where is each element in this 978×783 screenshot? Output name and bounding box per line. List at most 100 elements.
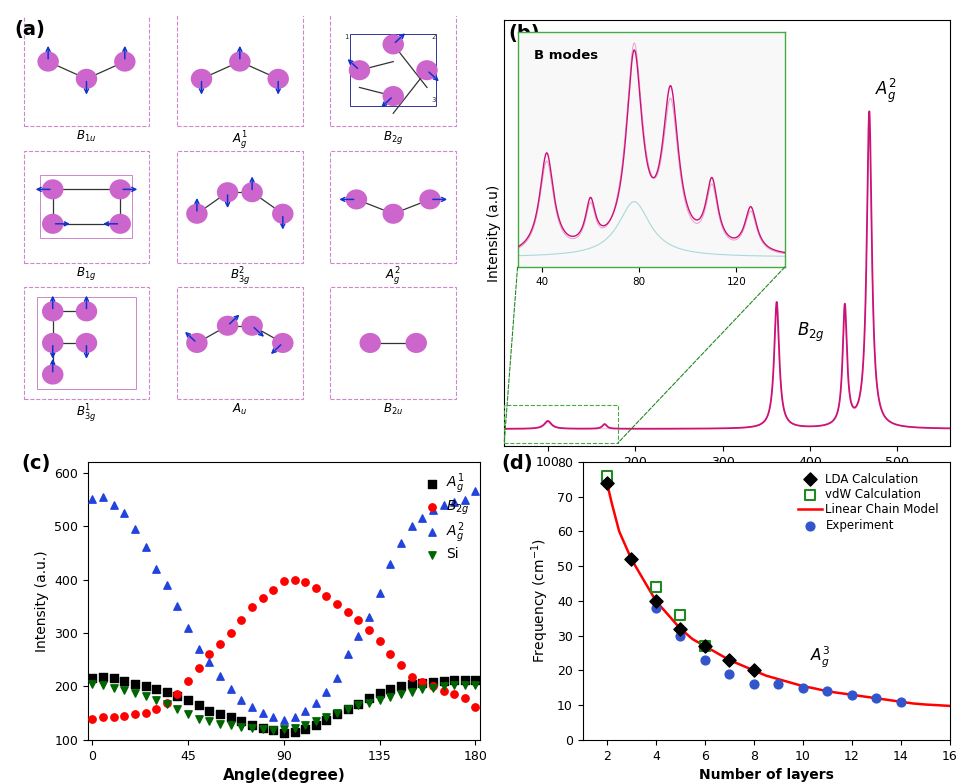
- Si: [84, 677, 100, 690]
- $A_g^1$: [138, 680, 154, 693]
- $A_g^2$: [435, 499, 451, 511]
- $A_g^2$: [116, 507, 132, 519]
- $B_{2g}$: [95, 711, 111, 723]
- Experiment: [745, 678, 761, 691]
- $B_{2g}$: [372, 635, 387, 648]
- $A_g^2$: [372, 586, 387, 599]
- Si: [158, 698, 174, 710]
- Si: [116, 684, 132, 697]
- Circle shape: [75, 333, 97, 353]
- LDA Calculation: [623, 553, 639, 565]
- Text: $A_g^2$: $A_g^2$: [385, 265, 401, 287]
- Circle shape: [42, 333, 64, 353]
- $A_g^1$: [414, 677, 429, 689]
- $A_g^2$: [149, 563, 164, 576]
- Bar: [330, 14, 456, 126]
- $A_g^2$: [339, 648, 355, 661]
- $A_g^1$: [169, 690, 185, 702]
- Si: [350, 699, 366, 712]
- X-axis label: Number of layers: Number of layers: [698, 768, 832, 782]
- Text: $B_{2g}$: $B_{2g}$: [382, 129, 403, 146]
- Circle shape: [382, 34, 404, 54]
- $A_g^2$: [329, 672, 344, 684]
- LDA Calculation: [672, 622, 688, 635]
- $A_g^2$: [318, 686, 333, 698]
- Si: [372, 694, 387, 706]
- Text: $B_{3g}^2$: $B_{3g}^2$: [230, 265, 249, 287]
- $B_{2g}$: [212, 637, 228, 650]
- $A_g^1$: [106, 672, 121, 684]
- Si: [287, 722, 302, 734]
- $B_{2g}$: [138, 707, 154, 720]
- Bar: [23, 14, 150, 126]
- $A_g^1$: [127, 677, 143, 690]
- Experiment: [696, 654, 712, 666]
- Legend: $A_g^1$, $B_{2g}$, $A_g^2$, Si: $A_g^1$, $B_{2g}$, $A_g^2$, Si: [419, 469, 472, 564]
- $A_g^1$: [116, 675, 132, 687]
- $B_{2g}$: [435, 684, 451, 697]
- $A_g^2$: [287, 711, 302, 723]
- $B_{2g}$: [244, 601, 259, 614]
- $A_g^1$: [339, 702, 355, 715]
- Circle shape: [42, 179, 64, 200]
- Legend: LDA Calculation, vdW Calculation, Linear Chain Model, Experiment: LDA Calculation, vdW Calculation, Linear…: [793, 468, 943, 536]
- Circle shape: [229, 52, 250, 71]
- Circle shape: [216, 316, 238, 336]
- $A_g^1$: [424, 676, 440, 688]
- $B_{2g}$: [201, 648, 217, 661]
- $A_g^1$: [234, 715, 249, 727]
- $B_{2g}$: [414, 676, 429, 688]
- Text: 3: 3: [431, 97, 435, 103]
- $A_g^2$: [361, 611, 377, 623]
- Circle shape: [191, 69, 212, 88]
- $A_g^2$: [180, 622, 196, 634]
- $A_g^2$: [467, 485, 483, 498]
- $B_{2g}$: [329, 597, 344, 610]
- $A_g^1$: [84, 672, 100, 684]
- $A_g^2$: [95, 490, 111, 503]
- Si: [138, 690, 154, 702]
- $A_g^2$: [244, 701, 259, 713]
- $A_g^1$: [201, 704, 217, 716]
- $A_g^1$: [180, 694, 196, 706]
- Circle shape: [382, 86, 404, 106]
- Si: [244, 722, 259, 734]
- Y-axis label: Intensity (a.u): Intensity (a.u): [487, 184, 501, 282]
- $A_g^2$: [158, 579, 174, 591]
- $B_{2g}$: [350, 613, 366, 626]
- $B_{2g}$: [116, 709, 132, 722]
- Experiment: [770, 678, 785, 691]
- Si: [265, 724, 281, 737]
- Bar: [177, 150, 302, 262]
- $A_g^1$: [276, 727, 291, 739]
- Bar: [40, 175, 132, 238]
- $A_g^1$: [265, 724, 281, 737]
- Circle shape: [186, 333, 207, 353]
- Si: [435, 680, 451, 693]
- Si: [276, 723, 291, 735]
- $A_g^1$: [297, 723, 313, 735]
- Si: [201, 715, 217, 727]
- $A_g^1$: [446, 674, 462, 687]
- Text: $B_{1u}$: $B_{1u}$: [76, 129, 97, 144]
- Text: $A_g^1$: $A_g^1$: [752, 238, 775, 267]
- $A_g^1$: [95, 671, 111, 684]
- $A_g^2$: [234, 694, 249, 706]
- Bar: [330, 150, 456, 262]
- Si: [95, 679, 111, 691]
- $B_{2g}$: [446, 688, 462, 701]
- $A_g^1$: [149, 683, 164, 695]
- Circle shape: [242, 316, 262, 336]
- $B_{2g}$: [318, 590, 333, 602]
- Text: $A_u$: $A_u$: [232, 402, 247, 417]
- Bar: [177, 287, 302, 399]
- $A_g^1$: [329, 708, 344, 720]
- $A_g^1$: [467, 674, 483, 687]
- Bar: [177, 14, 302, 126]
- $B_{2g}$: [169, 688, 185, 701]
- LDA Calculation: [599, 477, 614, 489]
- $B_{2g}$: [403, 670, 419, 683]
- Circle shape: [272, 204, 293, 224]
- Si: [212, 718, 228, 731]
- $A_g^2$: [414, 512, 429, 525]
